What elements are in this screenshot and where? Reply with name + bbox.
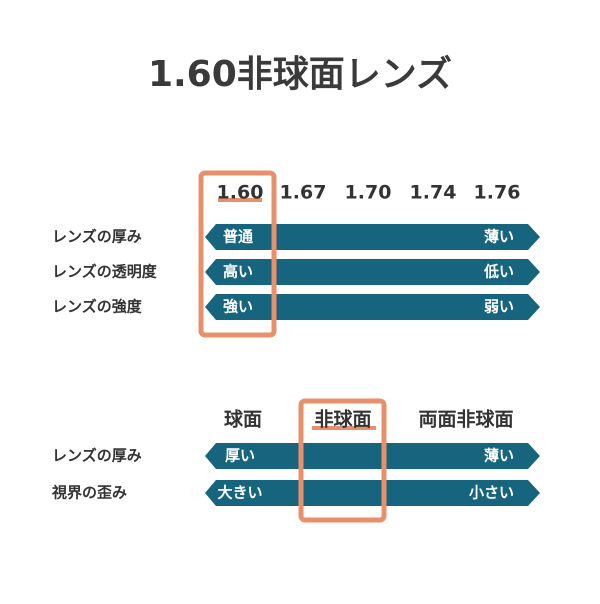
content: 1.60 1.67 1.70 1.74 1.76レンズの厚み 普通 薄いレンズの透明度 高い低… [51, 182, 540, 506]
column-label: 非球面 [314, 408, 371, 431]
row-label: 視界の歪み [51, 484, 127, 502]
right-text: 小さい [469, 484, 514, 502]
left-text: 厚い [225, 447, 255, 465]
arrow-bar [205, 480, 540, 506]
row-label: レンズの厚み [52, 447, 142, 465]
row-label: レンズの透明度 [52, 263, 158, 281]
column-label: 1.67 [280, 182, 327, 204]
highlight-box [298, 398, 387, 523]
underline [312, 426, 376, 430]
column-label: 1.70 [345, 182, 392, 204]
left-text: 高い [223, 263, 253, 281]
left-text: 大きい [217, 484, 262, 502]
right-text: 薄い [484, 228, 514, 246]
highlight-box [198, 170, 277, 338]
title: 1.60非球面レンズ [148, 53, 452, 95]
row-label: レンズの強度 [52, 298, 143, 316]
right-text: 薄い [484, 447, 514, 465]
left-text: 普通 [223, 228, 253, 246]
underline [218, 198, 262, 202]
right-text: 低い [483, 263, 514, 281]
arrow-bar [205, 294, 540, 320]
arrow-bar [205, 259, 540, 285]
arrow-bar [205, 224, 540, 250]
column-label: 両面非球面 [418, 408, 513, 431]
left-text: 強い [223, 298, 253, 316]
column-label: 1.74 [410, 182, 457, 204]
row-label: レンズの厚み [52, 228, 142, 246]
column-label: 1.60 [217, 182, 264, 204]
arrow-bar [205, 443, 540, 469]
right-text: 弱い [484, 298, 514, 316]
column-label: 球面 [224, 408, 262, 431]
column-label: 1.76 [474, 182, 521, 204]
